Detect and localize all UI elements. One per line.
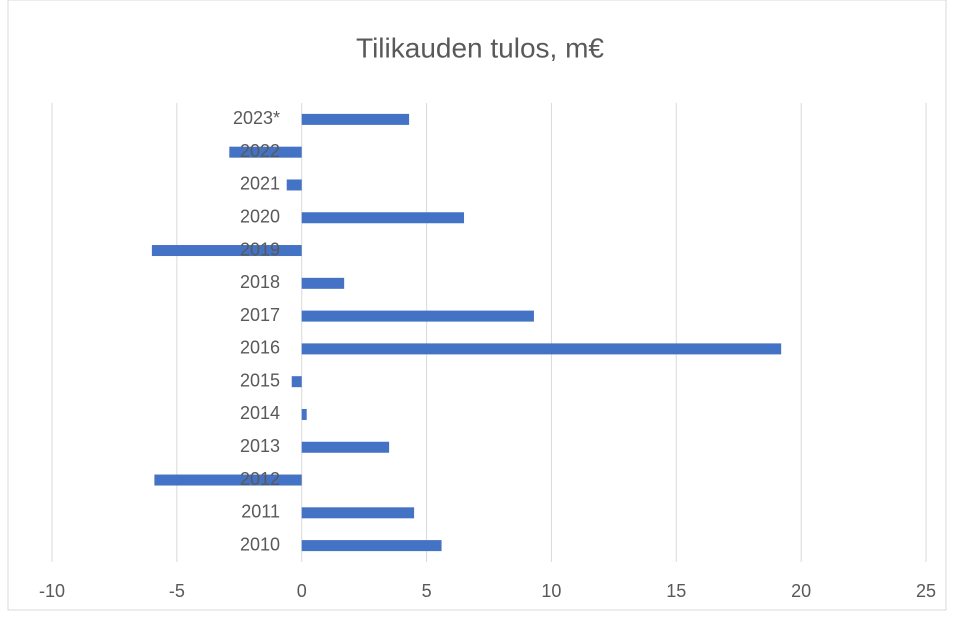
- bar: [301, 113, 410, 125]
- y-tick-label: 2011: [241, 502, 280, 522]
- bar: [301, 277, 345, 289]
- y-tick-label: 2015: [240, 370, 280, 390]
- chart-title: Tilikauden tulos, m€: [356, 32, 604, 63]
- y-tick-label: 2016: [240, 338, 280, 358]
- y-tick-label: 2013: [240, 436, 280, 456]
- x-tick-label: 10: [541, 581, 561, 601]
- bar: [151, 245, 302, 257]
- x-tick-label: 0: [297, 581, 307, 601]
- y-tick-label: 2021: [240, 174, 280, 194]
- bar: [301, 441, 390, 453]
- y-tick-label: 2010: [240, 534, 280, 554]
- bar: [301, 507, 415, 519]
- bar: [286, 179, 302, 191]
- y-tick-label: 2014: [240, 403, 280, 423]
- x-tick-label: -5: [169, 581, 185, 601]
- y-tick-label: 2020: [240, 207, 280, 227]
- bar: [291, 376, 302, 388]
- y-tick-label: 2018: [240, 272, 280, 292]
- y-tick-label: 2012: [240, 469, 280, 489]
- y-tick-label: 2022: [240, 141, 280, 161]
- bar: [229, 146, 302, 158]
- bar: [301, 310, 534, 322]
- x-tick-label: 5: [422, 581, 432, 601]
- x-tick-label: 20: [791, 581, 811, 601]
- bar: [301, 540, 442, 552]
- bar: [154, 474, 302, 486]
- x-tick-label: 25: [916, 581, 936, 601]
- y-tick-label: 2019: [240, 239, 280, 259]
- x-tick-label: 15: [666, 581, 686, 601]
- y-tick-label: 2017: [240, 305, 280, 325]
- bar: [301, 212, 465, 224]
- y-tick-label: 2023*: [233, 108, 280, 128]
- bar: [301, 343, 782, 355]
- chart-frame: [7, 0, 947, 611]
- bar: [301, 408, 307, 420]
- x-tick-label: -10: [39, 581, 65, 601]
